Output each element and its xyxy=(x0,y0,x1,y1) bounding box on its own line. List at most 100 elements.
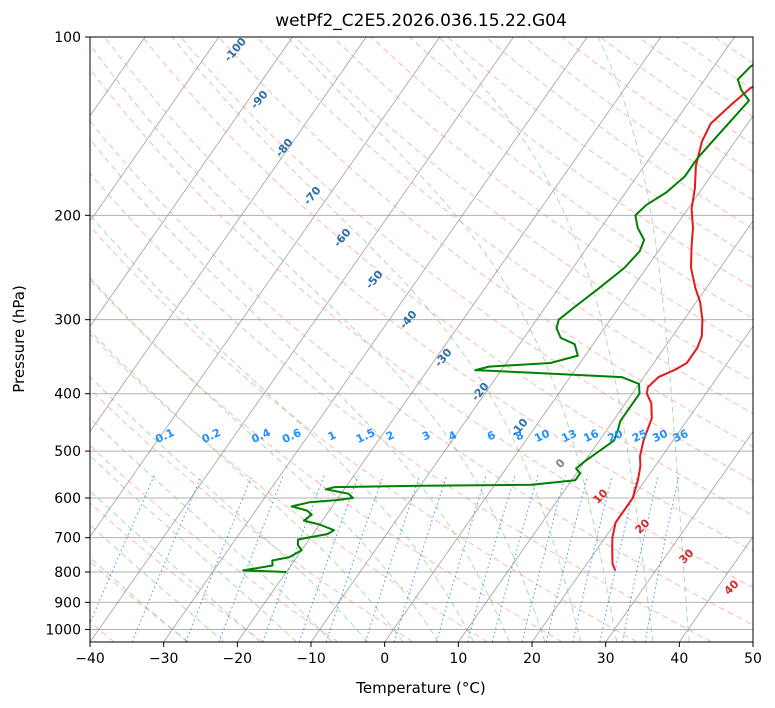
mixing-ratio-line xyxy=(364,475,421,642)
dry-adiabat-label: -30 xyxy=(432,346,455,370)
dry-adiabat-label: -90 xyxy=(248,88,271,112)
y-tick-label: 200 xyxy=(54,208,81,224)
isotherm-line xyxy=(752,641,753,642)
isotherm-line xyxy=(531,325,753,642)
y-tick-label: 800 xyxy=(54,565,81,581)
dry-adiabat-line xyxy=(523,37,753,201)
dry-adiabat-label: -70 xyxy=(301,184,324,208)
chart-title: wetPf2_C2E5.2026.036.15.22.G04 xyxy=(275,11,567,31)
mixing-ratio-label: 30 xyxy=(650,427,670,445)
series-lines xyxy=(242,63,753,573)
mixing-ratio-line xyxy=(521,475,566,642)
y-tick-label: 700 xyxy=(54,531,81,547)
dry-adiabat-line xyxy=(256,37,753,415)
x-tick-label: −10 xyxy=(296,651,326,667)
dry-adiabat-line xyxy=(90,388,414,642)
moist-adiabat-line xyxy=(90,417,333,642)
mixing-ratio-line xyxy=(218,475,284,642)
mixing-ratio-label: 20 xyxy=(606,427,626,445)
isopleth-labels: 0.1 0.2 0.4 0.6 1 1.5 2 3 4 6 8 10 13 16 20 25 30 36-100-… xyxy=(153,35,742,598)
isotherm-line xyxy=(605,430,753,642)
isotherm-line xyxy=(90,37,293,327)
dry-adiabat-line xyxy=(90,172,712,642)
mixing-ratio-line xyxy=(262,475,325,642)
plot-frame xyxy=(89,36,754,643)
mixing-ratio-line xyxy=(131,475,202,642)
dry-adiabat-line xyxy=(90,68,753,589)
mixing-ratio-line xyxy=(545,475,589,642)
dry-adiabat-label: -50 xyxy=(363,268,386,292)
moist-adiabat-line xyxy=(90,454,297,642)
isotherm-line xyxy=(384,115,753,642)
dry-adiabat-line xyxy=(90,120,753,626)
mixing-ratio-line xyxy=(621,475,659,642)
dry-adiabat-label: -60 xyxy=(331,226,354,250)
y-tick-label: 100 xyxy=(54,30,81,46)
mixing-ratio-label: 0.6 xyxy=(280,426,303,446)
isotherm-line xyxy=(163,37,588,642)
moist-adiabat-label: 10 xyxy=(591,486,611,506)
x-tick-label: 0 xyxy=(380,651,389,667)
mixing-ratio-label: 0.2 xyxy=(200,426,223,446)
mixing-ratio-label: 3 xyxy=(420,429,432,444)
mixing-ratio-line xyxy=(435,475,487,642)
moist-adiabat-label: 40 xyxy=(722,577,742,597)
isotherm-line xyxy=(458,220,753,642)
moist-adiabat-line xyxy=(90,43,546,642)
dry-adiabat-line xyxy=(752,37,753,38)
moist-adiabat-line xyxy=(438,37,654,642)
dry-adiabat-line xyxy=(485,37,753,230)
mixing-ratio-label: 36 xyxy=(671,427,691,445)
x-tick-label: −30 xyxy=(149,651,179,667)
x-tick-label: −20 xyxy=(223,651,253,667)
mixing-ratio-label: 16 xyxy=(582,427,602,445)
isotherm-line xyxy=(310,37,735,642)
mixing-ratio-label: 25 xyxy=(630,427,649,445)
moist-adiabat-line xyxy=(90,524,225,642)
moist-adiabat-line xyxy=(90,375,369,642)
dry-adiabat-line xyxy=(90,225,638,642)
dry-adiabat-line xyxy=(218,37,753,448)
mixing-ratio-line xyxy=(90,475,155,625)
x-tick-label: 50 xyxy=(744,651,762,667)
mixing-ratio-line xyxy=(298,475,359,642)
dry-adiabat-line xyxy=(409,37,753,289)
moist-adiabat-line xyxy=(597,37,690,642)
dry-adiabat-line xyxy=(90,502,264,642)
series-line xyxy=(611,85,753,571)
y-tick-label: 400 xyxy=(54,387,81,403)
dry-adiabat-line xyxy=(294,37,753,382)
moist-adiabat-line xyxy=(90,490,261,642)
moist-adiabat-label: 30 xyxy=(677,546,697,566)
dry-adiabat-label: -100 xyxy=(221,35,249,65)
moist-adiabat-line xyxy=(171,37,582,642)
dry-adiabat-label: -10 xyxy=(508,416,531,440)
isotherm-line xyxy=(90,37,441,538)
y-tick-label: 900 xyxy=(54,595,81,611)
y-axis-title: Pressure (hPa) xyxy=(10,285,28,393)
moist-adiabat-label: 0 xyxy=(553,456,568,471)
dry-adiabat-label: -20 xyxy=(469,380,492,404)
dry-adiabat-line xyxy=(142,37,753,517)
axis-ticks: −40 −30 −20 −10 0 10 20 30 40 5010020030040050060… xyxy=(45,30,762,667)
mixing-ratio-label: 2 xyxy=(384,429,396,444)
x-tick-label: −40 xyxy=(75,651,105,667)
x-axis-title: Temperature (°C) xyxy=(355,679,485,697)
mixing-ratio-label: 1 xyxy=(326,429,338,444)
mixing-ratio-label: 6 xyxy=(485,428,498,443)
series-line xyxy=(242,63,753,573)
x-tick-label: 40 xyxy=(670,651,688,667)
dry-adiabat-line xyxy=(104,37,753,552)
moist-adiabat-line xyxy=(90,138,510,642)
dry-adiabat-line xyxy=(90,444,339,642)
mixing-ratio-label: 0.4 xyxy=(249,426,272,446)
x-tick-label: 10 xyxy=(449,651,467,667)
x-tick-label: 20 xyxy=(523,651,541,667)
mixing-ratio-label: 13 xyxy=(560,427,579,445)
y-tick-label: 300 xyxy=(54,313,81,329)
mixing-ratio-label: 1.5 xyxy=(354,426,377,446)
moist-adiabat-line xyxy=(90,329,404,642)
mixing-ratio-line xyxy=(393,475,448,642)
mixing-ratio-label: 10 xyxy=(532,427,552,445)
